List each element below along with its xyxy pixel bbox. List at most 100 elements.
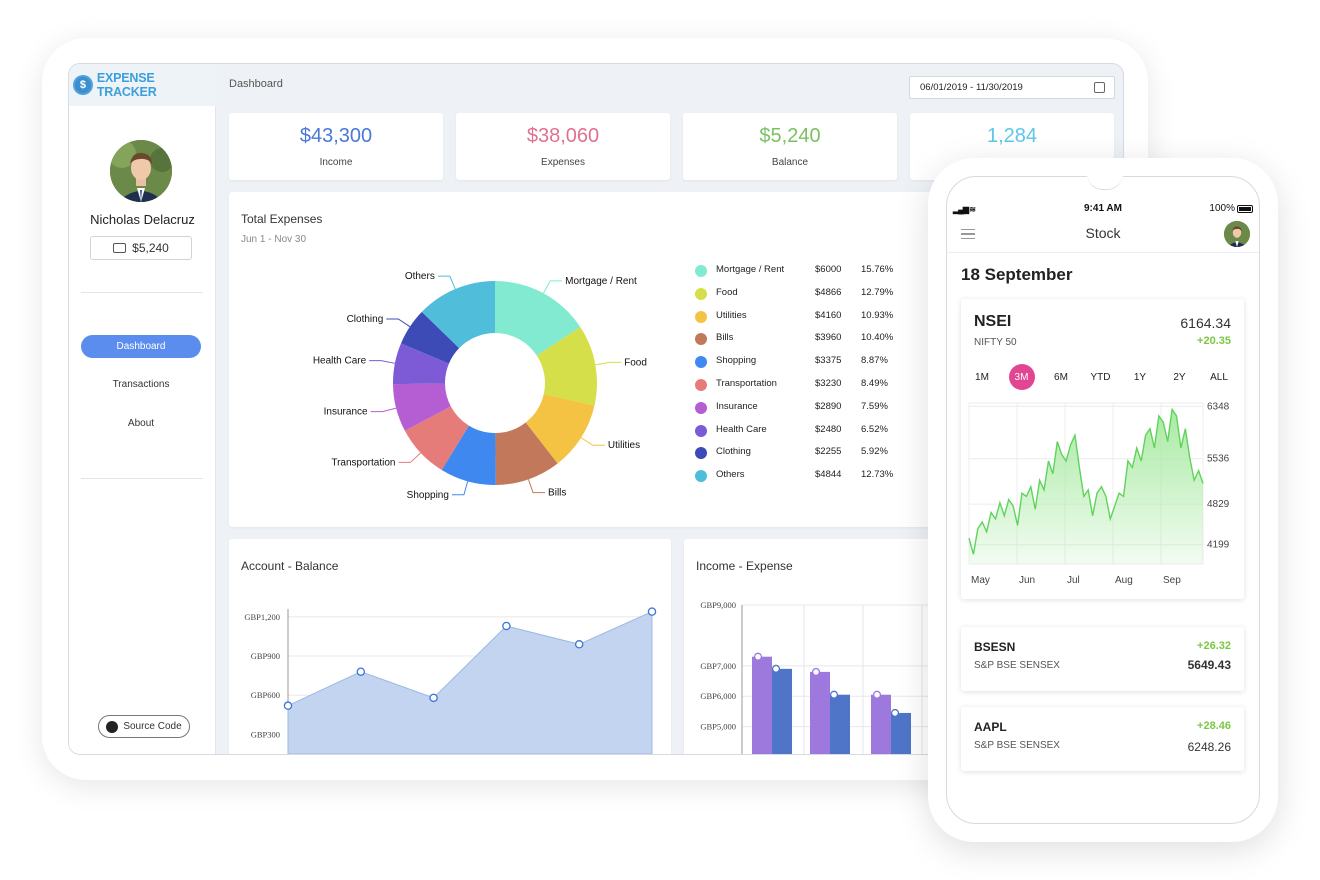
- range-tab-3m[interactable]: 3M: [1008, 364, 1035, 390]
- expense-donut-chart: Mortgage / Rent Food Utilities Bills Shoppin…: [313, 271, 647, 501]
- pie-leader-line: [543, 280, 563, 294]
- github-icon: [106, 720, 119, 733]
- pie-slice[interactable]: [525, 394, 595, 464]
- stock-card-bsesn[interactable]: BSESN S&P BSE SENSEX +26.32 5649.43: [961, 627, 1244, 691]
- stock-area-chart: 6348 5536 4829 4199 May Jun Jul Aug Sep: [968, 401, 1230, 586]
- range-tab-ytd[interactable]: YTD: [1090, 371, 1111, 383]
- pie-label: Insurance: [324, 407, 368, 418]
- panel-title: Account - Balance: [241, 559, 339, 573]
- legend-amount: $4844: [815, 469, 842, 481]
- wallet-balance: $5,240: [90, 236, 192, 260]
- data-point[interactable]: [502, 621, 511, 631]
- data-point[interactable]: [647, 607, 657, 616]
- stat-card-income: $43,300 Income: [229, 113, 443, 180]
- pie-slice[interactable]: [401, 311, 460, 364]
- stock-value: 6248.26: [1187, 740, 1231, 754]
- pie-slice[interactable]: [393, 343, 449, 385]
- data-point[interactable]: [890, 708, 900, 717]
- stock-line: [968, 407, 1204, 555]
- signal-wifi-icon: ▂▄▆ ≋: [953, 205, 976, 214]
- account-balance-panel: Account - Balance GBP300 GBP600 GBP900 GBP1…: [229, 539, 671, 754]
- legend-item[interactable]: Health Care $2480 6.52%: [695, 424, 905, 438]
- main-stock-card[interactable]: NSEI NIFTY 50 6164.34 +20.35 1M 3M 6M YTD 1Y…: [961, 299, 1244, 599]
- legend-item[interactable]: Food $4866 12.79%: [695, 287, 905, 301]
- legend-item[interactable]: Others $4844 12.73%: [695, 469, 905, 483]
- y-tick-label: 5536: [1207, 454, 1230, 465]
- pie-leader-line: [451, 481, 469, 496]
- y-tick-label: GBP6,000: [700, 691, 736, 701]
- legend-item[interactable]: Shopping $3375 8.87%: [695, 355, 905, 369]
- sidebar: $ EXPENSE TRACKER Nicholas Delacruz: [69, 64, 216, 754]
- data-point[interactable]: [872, 690, 882, 699]
- bar[interactable]: [772, 668, 792, 754]
- range-tab-2y[interactable]: 2Y: [1173, 371, 1186, 383]
- nav-dashboard[interactable]: Dashboard: [81, 335, 201, 358]
- stock-card-aapl[interactable]: AAPL S&P BSE SENSEX +28.46 6248.26: [961, 707, 1244, 771]
- menu-icon[interactable]: [961, 229, 975, 239]
- range-tab-1y[interactable]: 1Y: [1133, 371, 1147, 383]
- bar[interactable]: [752, 656, 772, 754]
- pie-slice[interactable]: [536, 327, 597, 406]
- dollar-logo-icon: $: [73, 75, 93, 95]
- data-point[interactable]: [283, 701, 293, 710]
- divider: [81, 478, 203, 479]
- breadcrumb: Dashboard: [229, 78, 283, 90]
- x-tick-label: Aug: [1115, 575, 1133, 586]
- pie-leader-line: [527, 479, 546, 494]
- range-tab-1m[interactable]: 1M: [975, 371, 989, 383]
- stock-area: [969, 409, 1203, 564]
- brand-name: EXPENSE TRACKER: [96, 71, 157, 99]
- legend-color-icon: [695, 310, 707, 323]
- x-tick-label: Jun: [1019, 575, 1035, 586]
- wallet-icon: [113, 243, 127, 253]
- range-tab-6m[interactable]: 6M: [1054, 371, 1068, 383]
- legend-label: Health Care: [716, 423, 767, 435]
- pie-label: Health Care: [313, 356, 367, 367]
- nav-transactions[interactable]: Transactions: [112, 379, 170, 390]
- legend-item[interactable]: Utilities $4160 10.93%: [695, 310, 905, 324]
- nav-about[interactable]: About: [127, 418, 155, 429]
- legend-item[interactable]: Mortgage / Rent $6000 15.76%: [695, 264, 905, 278]
- range-tab-all[interactable]: ALL: [1210, 371, 1228, 383]
- legend-label: Clothing: [716, 446, 751, 458]
- pie-slice[interactable]: [404, 406, 469, 470]
- battery-percent: 100%: [1209, 203, 1235, 214]
- legend-item[interactable]: Clothing $2255 5.92%: [695, 446, 905, 460]
- pie-label: Transportation: [331, 457, 395, 468]
- brand[interactable]: $ EXPENSE TRACKER: [69, 64, 216, 106]
- data-point[interactable]: [771, 664, 781, 673]
- avatar[interactable]: [1224, 221, 1250, 247]
- legend-item[interactable]: Transportation $3230 8.49%: [695, 378, 905, 392]
- legend-percent: 8.49%: [861, 378, 888, 389]
- y-tick-label: 4199: [1207, 540, 1230, 551]
- bar[interactable]: [810, 671, 830, 754]
- pie-slice[interactable]: [421, 281, 495, 349]
- pie-slice[interactable]: [441, 425, 496, 485]
- pie-leader-line: [437, 275, 456, 290]
- date-range-picker[interactable]: 06/01/2019 - 11/30/2019: [909, 76, 1115, 99]
- pie-slice[interactable]: [393, 383, 451, 431]
- pie-slice[interactable]: [495, 281, 581, 356]
- bar[interactable]: [830, 694, 850, 754]
- pie-slice[interactable]: [495, 422, 558, 485]
- income-expense-panel: Income - Expense GBP5,000 GBP6,000 GBP7,00…: [684, 539, 934, 754]
- status-bar: ▂▄▆ ≋ 9:41 AM 100%: [947, 203, 1259, 217]
- data-point[interactable]: [829, 690, 839, 699]
- stat-card-expenses: $38,060 Expenses: [456, 113, 670, 180]
- data-point[interactable]: [574, 640, 584, 649]
- legend-percent: 12.79%: [861, 286, 894, 298]
- legend-item[interactable]: Insurance $2890 7.59%: [695, 401, 905, 415]
- data-point[interactable]: [811, 667, 821, 676]
- data-point[interactable]: [753, 652, 763, 661]
- data-point[interactable]: [356, 667, 366, 676]
- calendar-icon[interactable]: [1094, 82, 1105, 93]
- bar[interactable]: [871, 694, 891, 754]
- stat-value: 1,284: [986, 125, 1038, 147]
- data-point[interactable]: [429, 693, 438, 703]
- legend-item[interactable]: Bills $3960 10.40%: [695, 332, 905, 346]
- pie-label: Clothing: [347, 314, 384, 325]
- avatar: [110, 140, 172, 202]
- bar[interactable]: [891, 712, 911, 754]
- pie-leader-line: [595, 361, 622, 366]
- source-code-button[interactable]: Source Code: [98, 715, 190, 738]
